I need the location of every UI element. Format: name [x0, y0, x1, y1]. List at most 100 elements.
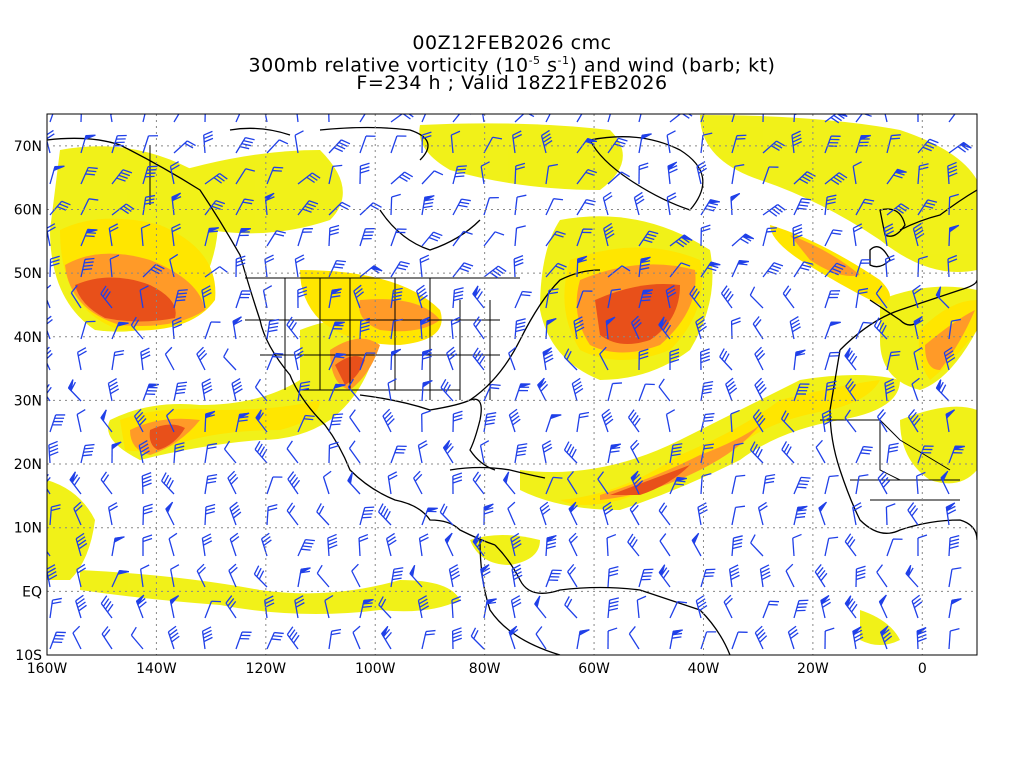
wind-barb-icon: [943, 346, 956, 371]
wind-barb-icon: [483, 412, 497, 433]
latitude-label: 10N: [14, 521, 42, 537]
wind-barb-icon: [140, 347, 151, 371]
wind-barb-icon: [700, 224, 711, 247]
wind-barb-icon: [286, 440, 299, 464]
wind-barb-icon: [204, 200, 226, 216]
wind-barb-icon: [316, 564, 330, 588]
wind-barb-icon: [781, 441, 795, 464]
wind-barb-icon: [545, 230, 566, 247]
wind-barb-icon: [107, 502, 118, 526]
wind-barb-icon: [204, 600, 222, 619]
wind-barb-icon: [824, 475, 839, 495]
wind-barb-icon: [294, 595, 305, 619]
wind-barb-icon: [917, 534, 928, 557]
wind-barb-icon: [390, 114, 414, 123]
wind-barb-icon: [915, 471, 926, 495]
wind-barb-icon: [948, 114, 961, 123]
wind-barb-icon: [545, 114, 555, 123]
wind-barb-icon: [571, 377, 584, 402]
wind-barb-icon: [824, 351, 840, 371]
wind-barb-icon: [658, 564, 671, 588]
title-line-2-text-a: 300mb relative vorticity (10: [248, 54, 529, 77]
wind-barb-icon: [700, 114, 708, 123]
wind-barb-icon: [940, 470, 950, 495]
wind-barb-icon: [913, 346, 923, 371]
wind-barb-icon: [231, 377, 243, 402]
wind-barb-icon: [47, 284, 52, 309]
longitude-label: 0: [918, 661, 927, 677]
wind-barb-icon: [483, 598, 497, 619]
wind-barb-icon: [884, 254, 895, 278]
wind-barb-icon: [80, 320, 96, 340]
wind-barb-icon: [235, 412, 250, 433]
latitude-label: 10S: [15, 648, 42, 664]
wind-barb-icon: [731, 631, 748, 650]
wind-barb-icon: [731, 442, 744, 464]
wind-barb-icon: [446, 346, 457, 371]
wind-barb-icon: [576, 198, 596, 216]
wind-barb-icon: [479, 440, 490, 464]
wind-barb-icon: [387, 471, 398, 495]
wind-barb-icon: [666, 192, 677, 216]
wind-barb-icon: [567, 563, 578, 588]
wind-barb-icon: [421, 410, 431, 433]
wind-barb-icon: [728, 564, 740, 588]
longitude-labels: 160W 140W 120W 100W 80W 60W 40W 20W 0: [27, 661, 927, 677]
wind-barb-icon: [658, 378, 671, 402]
wind-barb-icon: [169, 161, 180, 185]
wind-barb-icon: [452, 165, 467, 185]
wind-barb-icon: [723, 594, 733, 619]
wind-barb-icon: [793, 505, 808, 526]
wind-barb-icon: [576, 228, 593, 247]
wind-barb-icon: [390, 193, 401, 216]
wind-barb-icon: [347, 378, 361, 402]
wind-barb-icon: [886, 538, 903, 557]
latitude-label: 30N: [14, 393, 42, 409]
wind-barb-icon: [824, 627, 835, 650]
wind-barb-icon: [254, 440, 268, 464]
wind-barb-icon: [818, 501, 827, 526]
wind-barb-icon: [947, 254, 958, 278]
wind-barb-icon: [328, 352, 346, 371]
title-exponent-2: -1: [557, 54, 570, 67]
wind-barb-icon: [514, 318, 526, 340]
wind-barb-icon: [450, 316, 461, 340]
wind-barb-icon: [948, 445, 965, 464]
wind-barb-icon: [49, 631, 66, 650]
wind-barb-icon: [417, 440, 428, 464]
wind-barb-icon: [201, 378, 213, 402]
wind-barb-icon: [696, 160, 707, 185]
wind-barb-icon: [945, 502, 957, 526]
wind-barb-icon: [328, 259, 346, 278]
wind-barb-icon: [196, 563, 206, 588]
wind-barb-icon: [235, 290, 252, 309]
wind-barb-icon: [297, 381, 311, 402]
wind-barb-icon: [167, 625, 180, 650]
wind-barb-icon: [473, 316, 485, 340]
wind-barb-icon: [204, 321, 221, 340]
wind-barb-icon: [844, 595, 858, 619]
wind-barb-icon: [602, 191, 613, 216]
wind-barb-icon: [419, 254, 430, 278]
wind-barb-icon: [130, 316, 144, 340]
wind-barb-icon: [731, 474, 746, 495]
wind-barb-icon: [295, 114, 299, 123]
wind-barb-icon: [80, 198, 99, 216]
wind-barb-icon: [665, 409, 676, 433]
wind-barb-icon: [266, 504, 278, 526]
wind-barb-icon: [328, 288, 342, 309]
wind-barb-icon: [576, 114, 587, 123]
wind-barb-icon: [266, 166, 284, 185]
wind-barb-icon: [511, 564, 523, 588]
wind-barb-icon: [875, 285, 888, 309]
wind-barb-icon: [731, 535, 743, 557]
wind-barb-icon: [757, 501, 768, 526]
wind-barb-icon: [235, 114, 244, 123]
wind-barb-icon: [451, 595, 462, 619]
wind-barb-icon: [913, 316, 924, 340]
wind-barb-icon: [667, 161, 678, 185]
wind-barb-icon: [452, 287, 464, 309]
wind-barb-icon: [328, 628, 342, 650]
wind-barb-icon: [844, 409, 857, 433]
wind-barb-icon: [390, 228, 407, 247]
